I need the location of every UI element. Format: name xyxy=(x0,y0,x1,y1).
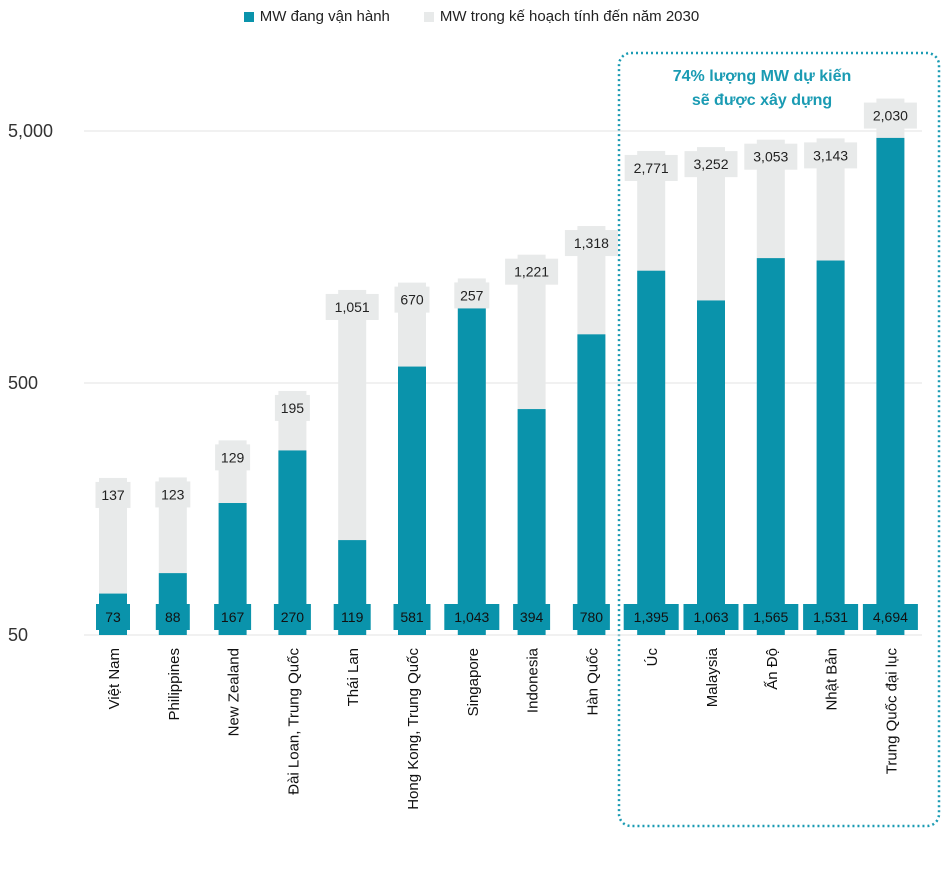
bar-operating xyxy=(876,137,905,635)
label-box-operating xyxy=(214,604,252,630)
label-box-planned xyxy=(684,151,738,178)
bar-operating xyxy=(637,270,666,635)
data-label-planned: 3,053 xyxy=(753,149,788,165)
legend-item-planned: MW trong kế hoạch tính đến năm 2030 xyxy=(423,8,700,25)
data-label-planned: 123 xyxy=(161,486,185,502)
annotation-line-1: 74% lượng MW dự kiến xyxy=(673,68,852,85)
bar-operating xyxy=(577,334,606,635)
label-box-planned xyxy=(325,293,379,320)
data-label-planned: 137 xyxy=(101,487,125,503)
data-label-operating: 4,694 xyxy=(873,609,908,625)
x-tick-label: New Zealand xyxy=(226,648,243,736)
x-tick-label: Đài Loan, Trung Quốc xyxy=(285,648,302,795)
label-box-operating xyxy=(623,604,679,630)
bar-operating xyxy=(457,302,486,635)
label-box-planned xyxy=(624,154,678,181)
bar-operating xyxy=(398,366,426,635)
data-label-operating: 780 xyxy=(580,609,604,625)
label-box-operating xyxy=(743,604,799,630)
label-box-operating xyxy=(96,604,130,630)
y-tick-label: 5,000 xyxy=(8,121,53,141)
data-label-planned: 3,143 xyxy=(813,147,848,163)
x-tick-label: Hàn Quốc xyxy=(584,648,601,716)
data-label-planned: 3,252 xyxy=(693,156,728,172)
y-tick-label: 50 xyxy=(8,625,28,645)
data-label-planned: 257 xyxy=(460,287,484,303)
x-tick-label: Việt Nam xyxy=(106,648,123,709)
data-label-operating: 1,043 xyxy=(454,609,489,625)
data-label-operating: 88 xyxy=(165,609,181,625)
data-label-planned: 2,030 xyxy=(873,108,908,124)
label-box-planned xyxy=(454,282,490,309)
label-box-planned xyxy=(274,394,310,421)
data-label-operating: 270 xyxy=(281,609,305,625)
data-label-operating: 167 xyxy=(221,609,245,625)
data-label-operating: 1,395 xyxy=(634,609,669,625)
x-tick-label: Ấn Độ xyxy=(764,648,781,690)
label-box-planned xyxy=(394,286,430,313)
legend: MW đang vận hành MW trong kế hoạch tính … xyxy=(0,8,943,25)
x-tick-label: Indonesia xyxy=(525,647,542,713)
bar-operating xyxy=(756,258,785,635)
label-box-operating xyxy=(862,604,918,630)
legend-label-operating: MW đang vận hành xyxy=(259,8,390,25)
label-box-operating xyxy=(683,604,739,630)
x-tick-label: Trung Quốc đại lục xyxy=(883,648,900,775)
data-label-planned: 1,051 xyxy=(335,299,370,315)
legend-label-planned: MW trong kế hoạch tính đến năm 2030 xyxy=(439,8,700,25)
x-tick-label: Thái Lan xyxy=(345,648,362,706)
x-tick-label: Singapore xyxy=(465,648,482,716)
data-label-operating: 394 xyxy=(520,609,544,625)
label-box-planned xyxy=(804,142,858,169)
label-box-operating xyxy=(572,604,610,630)
label-box-operating xyxy=(333,604,371,630)
bar-operating xyxy=(697,300,725,635)
label-box-operating xyxy=(273,604,311,630)
legend-item-operating: MW đang vận hành xyxy=(243,8,390,25)
label-box-planned xyxy=(505,258,559,285)
highlight-box xyxy=(617,51,941,828)
label-box-planned xyxy=(215,444,251,471)
legend-swatch-operating xyxy=(243,11,254,22)
x-tick-label: Úc xyxy=(644,648,661,667)
data-label-planned: 1,221 xyxy=(514,264,549,280)
annotation-line-2: sẽ được xây dựng xyxy=(692,92,832,109)
label-box-operating xyxy=(444,604,500,630)
data-label-operating: 119 xyxy=(341,609,364,625)
data-label-operating: 73 xyxy=(105,609,121,625)
x-tick-label: Philippines xyxy=(166,648,183,721)
label-box-operating xyxy=(393,604,431,630)
data-label-operating: 1,565 xyxy=(753,609,788,625)
bar-operating xyxy=(816,260,845,635)
label-box-operating xyxy=(803,604,859,630)
label-box-operating xyxy=(513,604,551,630)
data-label-operating: 1,063 xyxy=(693,609,728,625)
label-box-planned xyxy=(564,230,618,257)
label-box-planned xyxy=(95,481,131,508)
data-label-planned: 129 xyxy=(221,449,245,465)
data-label-planned: 1,318 xyxy=(574,235,609,251)
bar-operating xyxy=(517,409,546,635)
data-label-operating: 1,531 xyxy=(813,609,848,625)
x-tick-label: Nhật Bản xyxy=(824,648,841,711)
data-label-operating: 581 xyxy=(400,609,424,625)
label-box-planned xyxy=(155,481,191,508)
y-tick-label: 500 xyxy=(8,373,38,393)
label-box-planned xyxy=(744,143,798,170)
data-label-planned: 2,771 xyxy=(634,160,669,176)
legend-swatch-planned xyxy=(423,11,434,22)
x-tick-label: Hong Kong, Trung Quốc xyxy=(405,648,422,810)
label-box-planned xyxy=(863,102,917,129)
x-tick-label: Malaysia xyxy=(704,647,721,707)
data-label-planned: 670 xyxy=(400,292,424,308)
label-box-operating xyxy=(155,604,190,630)
data-label-planned: 195 xyxy=(281,400,305,416)
